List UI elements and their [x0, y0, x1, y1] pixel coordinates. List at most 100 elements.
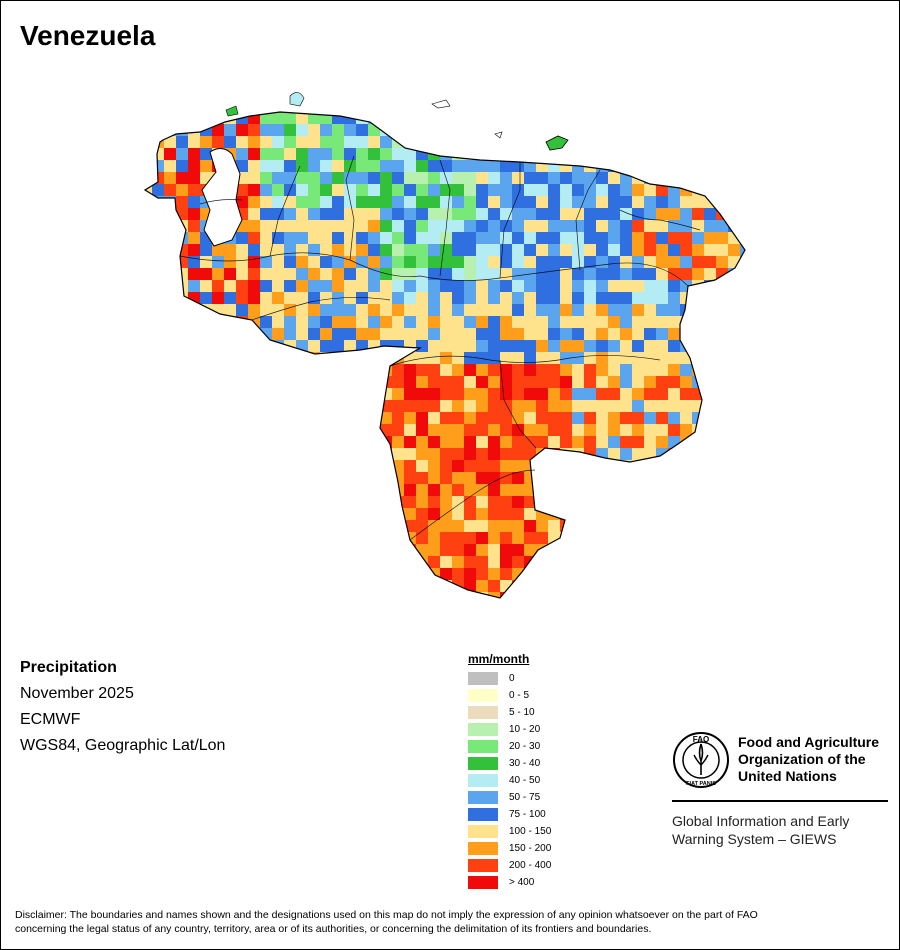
grid-cell [572, 208, 584, 220]
grid-cell [692, 100, 704, 112]
grid-cell [236, 244, 248, 256]
grid-cell [428, 376, 440, 388]
grid-cell [584, 172, 596, 184]
grid-cell [200, 268, 212, 280]
grid-cell [368, 568, 380, 580]
grid-cell [164, 340, 176, 352]
grid-cell [692, 592, 704, 598]
grid-cell [464, 484, 476, 496]
grid-cell [692, 520, 704, 532]
grid-cell [596, 160, 608, 172]
grid-cell [704, 316, 716, 328]
grid-cell [560, 604, 572, 610]
grid-cell [536, 280, 548, 292]
grid-cell [164, 604, 176, 610]
grid-cell [368, 124, 380, 136]
grid-cell [464, 352, 476, 364]
grid-cell [488, 496, 500, 508]
grid-cell [368, 172, 380, 184]
grid-cell [644, 268, 656, 280]
grid-cell [380, 460, 392, 472]
grid-cell [548, 112, 560, 124]
grid-cell [524, 388, 536, 400]
grid-cell [164, 448, 176, 460]
grid-cell [356, 328, 368, 340]
grid-cell [704, 448, 716, 460]
grid-cell [584, 184, 596, 196]
grid-cell [440, 556, 452, 568]
grid-cell [176, 568, 188, 580]
grid-cell [656, 148, 668, 160]
grid-cell [620, 400, 632, 412]
grid-cell [632, 604, 644, 610]
grid-cell [476, 520, 488, 532]
grid-cell [188, 592, 200, 598]
grid-cell [692, 136, 704, 148]
grid-cell [260, 136, 272, 148]
grid-cell [356, 232, 368, 244]
grid-cell [356, 184, 368, 196]
grid-cell [728, 532, 740, 544]
grid-cell [344, 148, 356, 160]
grid-cell [284, 304, 296, 316]
grid-cell [716, 472, 728, 484]
grid-cell [272, 328, 284, 340]
grid-cell [452, 520, 464, 532]
grid-cell [164, 532, 176, 544]
grid-cell [728, 412, 740, 424]
grid-cell [452, 196, 464, 208]
grid-cell [224, 472, 236, 484]
grid-cell [548, 280, 560, 292]
grid-cell [644, 604, 656, 610]
grid-cell [344, 448, 356, 460]
grid-cell [248, 400, 260, 412]
grid-cell [692, 460, 704, 472]
grid-cell [728, 484, 740, 496]
grid-cell [296, 232, 308, 244]
grid-cell [716, 580, 728, 592]
grid-cell [188, 424, 200, 436]
grid-cell [236, 136, 248, 148]
grid-cell [224, 424, 236, 436]
grid-cell [524, 376, 536, 388]
grid-cell [236, 196, 248, 208]
grid-cell [248, 460, 260, 472]
grid-cell [284, 316, 296, 328]
grid-cell [560, 316, 572, 328]
grid-cell [152, 532, 164, 544]
grid-cell [320, 556, 332, 568]
grid-cell [500, 316, 512, 328]
grid-cell [145, 580, 152, 592]
grid-cell [548, 160, 560, 172]
grid-cell [344, 340, 356, 352]
grid-cell [200, 496, 212, 508]
grid-cell [692, 424, 704, 436]
grid-cell [392, 148, 404, 160]
grid-cell [404, 508, 416, 520]
grid-cell [188, 376, 200, 388]
grid-cell [236, 148, 248, 160]
grid-cell [704, 424, 716, 436]
grid-cell [452, 292, 464, 304]
grid-cell [572, 136, 584, 148]
grid-cell [716, 304, 728, 316]
grid-cell [728, 556, 740, 568]
grid-cell [284, 196, 296, 208]
grid-cell [476, 340, 488, 352]
grid-cell [644, 460, 656, 472]
grid-cell [380, 244, 392, 256]
grid-cell [704, 184, 716, 196]
grid-cell [248, 520, 260, 532]
grid-cell [380, 208, 392, 220]
grid-cell [392, 172, 404, 184]
grid-cell [728, 496, 740, 508]
grid-cell [668, 556, 680, 568]
grid-cell [740, 400, 745, 412]
grid-cell [320, 424, 332, 436]
grid-cell [404, 100, 416, 112]
grid-cell [620, 148, 632, 160]
grid-cell [272, 196, 284, 208]
grid-cell [488, 532, 500, 544]
grid-cell [428, 220, 440, 232]
grid-cell [584, 532, 596, 544]
